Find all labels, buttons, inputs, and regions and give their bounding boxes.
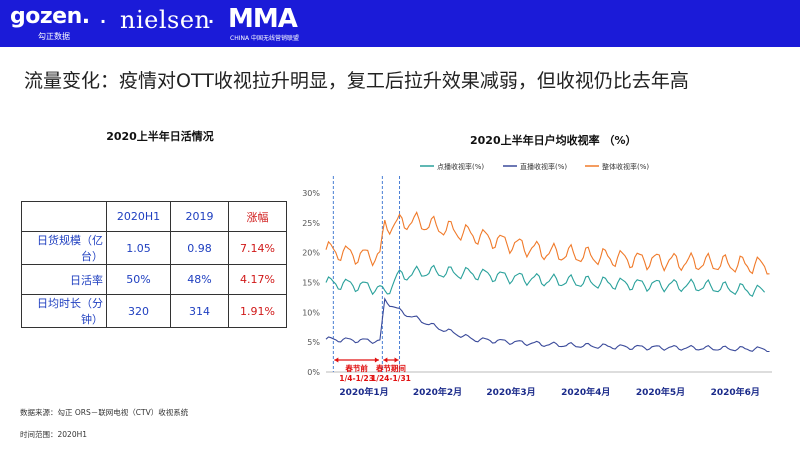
- y-tick-label: 0%: [307, 368, 320, 377]
- table-row: 日均时长（分钟） 320 314 1.91%: [21, 294, 287, 328]
- legend-label: 整体收视率(%): [602, 162, 649, 171]
- y-tick-label: 30%: [302, 189, 320, 198]
- y-tick-label: 25%: [302, 219, 320, 228]
- gozen-logo-subtitle: 勾正数据: [38, 32, 70, 41]
- table-title: 2020上半年日活情况: [106, 130, 214, 143]
- row-label: 日均时长（分钟）: [21, 294, 107, 328]
- table-header-cell: 涨幅: [228, 201, 287, 232]
- logo-separator: ·: [208, 12, 215, 31]
- period-label: 春节前: [345, 363, 368, 373]
- chart-title: 2020上半年日户均收视率 （%）: [470, 134, 637, 147]
- legend-label: 直播收视率(%): [520, 162, 567, 171]
- y-tick-label: 5%: [307, 338, 320, 347]
- period-range-label: 1/4-1/23: [339, 374, 374, 383]
- time-range-note: 时间范围：2020H1: [20, 430, 87, 439]
- header-bar: gozen. 勾正数据 · nielsen · MMA CHINA 中国无线营销…: [0, 0, 800, 47]
- daily-active-table: 2020H1 2019 涨幅 日货规模（亿台） 1.05 0.98 7.14% …: [21, 201, 287, 328]
- logo-separator: ·: [100, 12, 107, 31]
- x-tick-label: 2020年3月: [486, 386, 535, 398]
- arrow-head: [334, 357, 339, 363]
- y-tick-label: 20%: [302, 249, 320, 258]
- gozen-logo: gozen.: [10, 4, 90, 29]
- y-tick-label: 15%: [302, 279, 320, 288]
- mma-logo: MMA: [228, 4, 298, 34]
- data-source-note: 数据来源：勾正 ORS－联网电视（CTV）收视系统: [20, 408, 189, 417]
- period-label: 春节期间: [376, 363, 406, 373]
- table-cell: 1.91%: [228, 294, 287, 328]
- series-line: [325, 264, 766, 297]
- mma-logo-subtitle: CHINA 中国无线营销联盟: [230, 35, 299, 42]
- row-label: 日货规模（亿台）: [21, 231, 107, 265]
- table-cell: 48%: [170, 264, 229, 295]
- x-tick-label: 2020年2月: [413, 386, 462, 398]
- table-header-cell: 2019: [170, 201, 229, 232]
- page-title: 流量变化：疫情对OTT收视拉升明显，复工后拉升效果减弱，但收视仍比去年高: [24, 70, 689, 92]
- table-cell: 320: [106, 294, 171, 328]
- x-tick-label: 2020年6月: [711, 386, 760, 398]
- table-row: 日货规模（亿台） 1.05 0.98 7.14%: [21, 231, 287, 265]
- nielsen-logo: nielsen: [120, 6, 211, 34]
- arrow-head: [394, 357, 399, 363]
- arrow-head: [374, 357, 379, 363]
- x-tick-label: 2020年5月: [636, 386, 685, 398]
- period-range-label: 1/24-1/31: [371, 374, 411, 383]
- arrow-head: [383, 357, 388, 363]
- series-line: [325, 210, 770, 275]
- y-tick-label: 10%: [302, 308, 320, 317]
- x-tick-label: 2020年1月: [339, 386, 388, 398]
- legend-label: 点播收视率(%): [437, 162, 484, 171]
- series-line: [325, 297, 770, 353]
- table-cell: 0.98: [170, 231, 229, 265]
- x-tick-label: 2020年4月: [561, 386, 610, 398]
